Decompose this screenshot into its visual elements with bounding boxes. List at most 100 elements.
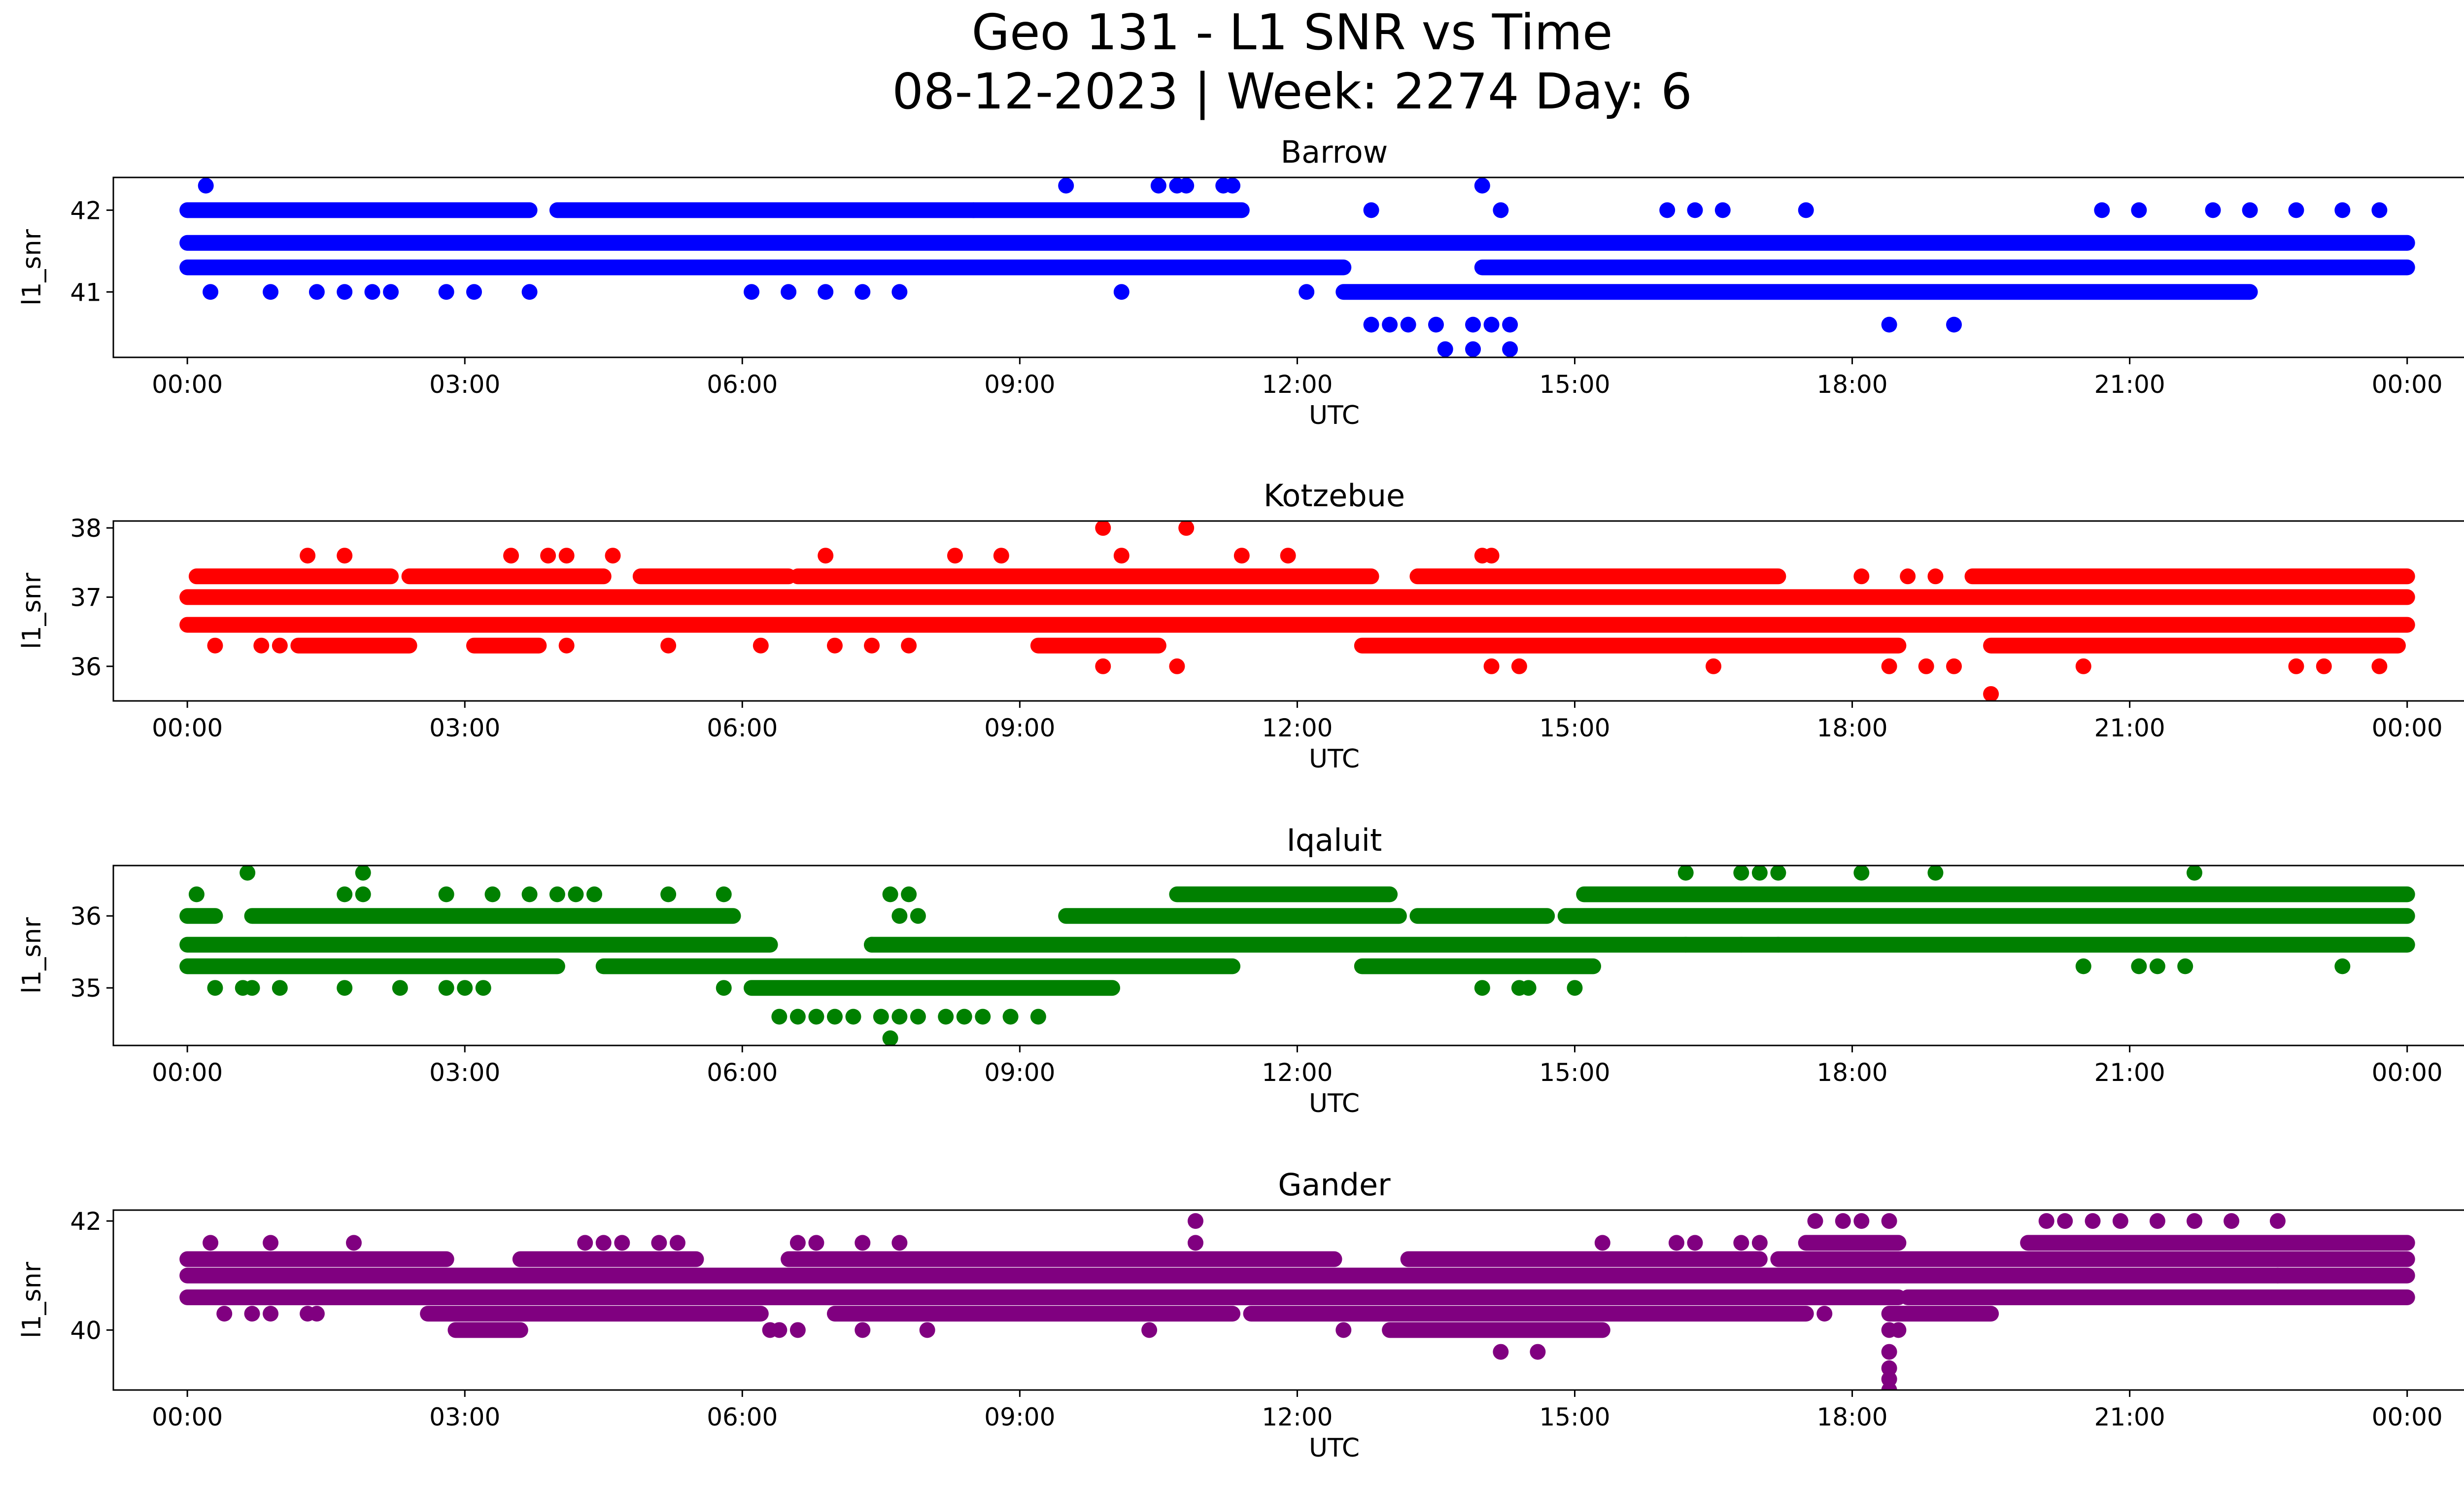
data-point-iqaluit-39 — [873, 1008, 889, 1025]
data-point-kotzebue-38 — [1853, 568, 1870, 585]
data-point-iqaluit-12 — [355, 866, 371, 881]
data-point-barrow-23 — [1299, 284, 1315, 300]
data-points-gander — [179, 1213, 2415, 1390]
data-point-gander-18 — [1187, 1213, 1203, 1229]
data-point-iqaluit-49 — [901, 886, 917, 903]
data-point-kotzebue-10 — [993, 548, 1009, 564]
data-point-kotzebue-28 — [1511, 658, 1527, 674]
data-point-kotzebue-39 — [1900, 568, 1916, 585]
x-tick-label-kotzebue-8: 00:00 — [2372, 714, 2443, 742]
data-point-iqaluit-7 — [568, 886, 584, 903]
data-point-iqaluit-45 — [1002, 1008, 1019, 1025]
x-tick-label-iqaluit-4: 12:00 — [1262, 1058, 1333, 1087]
data-point-iqaluit-1 — [337, 886, 353, 903]
data-point-iqaluit-28 — [475, 980, 491, 996]
data-point-iqaluit-0 — [188, 886, 205, 903]
data-point-barrow-43 — [2131, 202, 2147, 218]
data-point-gander-29 — [2224, 1213, 2240, 1229]
data-point-barrow-35 — [1502, 341, 1518, 357]
y-tick-label-kotzebue-2: 38 — [70, 514, 102, 543]
data-point-iqaluit-52 — [864, 937, 880, 953]
data-point-barrow-31 — [1881, 316, 1897, 333]
data-point-gander-26 — [2112, 1213, 2128, 1229]
data-point-iqaluit-26 — [438, 980, 454, 996]
x-tick-label-barrow-2: 06:00 — [707, 370, 778, 399]
data-point-barrow-8 — [203, 284, 219, 300]
data-point-iqaluit-32 — [1520, 980, 1537, 996]
x-tick-label-barrow-0: 00:00 — [152, 370, 223, 399]
data-point-kotzebue-16 — [207, 637, 223, 654]
data-point-barrow-10 — [308, 284, 325, 300]
data-point-barrow-14 — [438, 284, 454, 300]
subplot-title-kotzebue: Kotzebue — [1264, 478, 1405, 514]
x-tick-label-gander-3: 09:00 — [984, 1403, 1055, 1431]
x-tick-label-gander-1: 03:00 — [429, 1403, 500, 1431]
data-point-iqaluit-5 — [521, 886, 538, 903]
data-point-kotzebue-30 — [1881, 658, 1897, 674]
data-point-gander-51 — [1881, 1382, 1897, 1390]
data-point-gander-50 — [1881, 1371, 1897, 1387]
data-point-barrow-1 — [1058, 177, 1074, 194]
data-point-barrow-4 — [1178, 177, 1195, 194]
x-tick-label-iqaluit-6: 18:00 — [1817, 1058, 1888, 1087]
data-point-kotzebue-9 — [947, 548, 963, 564]
subplot-title-iqaluit: Iqaluit — [1287, 822, 1382, 858]
data-point-iqaluit-17 — [1853, 866, 1870, 881]
data-point-barrow-20 — [855, 284, 871, 300]
data-point-barrow-28 — [1465, 316, 1481, 333]
x-tick-label-kotzebue-0: 00:00 — [152, 714, 223, 742]
data-point-gander-10 — [855, 1235, 871, 1251]
data-point-barrow-21 — [891, 284, 908, 300]
data-point-iqaluit-51 — [910, 908, 926, 924]
data-point-kotzebue-31 — [1918, 658, 1934, 674]
data-point-iqaluit-33 — [1567, 980, 1583, 996]
data-point-gander-4 — [595, 1235, 612, 1251]
data-point-barrow-38 — [1659, 202, 1676, 218]
data-point-kotzebue-27 — [1483, 658, 1500, 674]
data-point-kotzebue-1 — [1178, 521, 1195, 536]
data-point-iqaluit-27 — [457, 980, 473, 996]
data-point-gander-55 — [2205, 1289, 2221, 1305]
x-tick-label-iqaluit-0: 00:00 — [152, 1058, 223, 1087]
data-point-gander-15 — [1687, 1235, 1703, 1251]
data-point-iqaluit-60 — [1770, 937, 1786, 953]
data-point-barrow-37 — [1493, 202, 1509, 218]
data-point-gander-52 — [2057, 1289, 2073, 1305]
data-point-kotzebue-24 — [901, 637, 917, 654]
x-tick-label-kotzebue-4: 12:00 — [1262, 714, 1333, 742]
data-point-gander-58 — [2334, 1289, 2351, 1305]
data-point-barrow-19 — [818, 284, 834, 300]
data-point-kotzebue-21 — [753, 637, 769, 654]
data-point-gander-49 — [1881, 1360, 1897, 1376]
data-point-gander-32 — [244, 1306, 260, 1322]
data-point-iqaluit-13 — [1677, 866, 1694, 881]
data-point-barrow-6 — [1225, 177, 1241, 194]
data-point-iqaluit-43 — [956, 1008, 972, 1025]
data-point-barrow-26 — [1400, 316, 1416, 333]
x-tick-label-iqaluit-5: 15:00 — [1539, 1058, 1610, 1087]
data-points-iqaluit — [179, 866, 2415, 1045]
data-point-iqaluit-16 — [1770, 866, 1786, 881]
axes-frame-iqaluit — [112, 865, 2464, 1046]
x-tick-label-gander-6: 18:00 — [1817, 1403, 1888, 1431]
data-point-kotzebue-33 — [2075, 658, 2091, 674]
data-point-gander-22 — [1881, 1213, 1897, 1229]
data-point-gander-53 — [2085, 1289, 2101, 1305]
x-tick-label-iqaluit-7: 21:00 — [2094, 1058, 2165, 1087]
data-point-iqaluit-18 — [1927, 866, 1944, 881]
data-point-barrow-40 — [1714, 202, 1731, 218]
data-point-kotzebue-2 — [300, 548, 316, 564]
data-point-barrow-17 — [744, 284, 760, 300]
data-point-barrow-0 — [198, 177, 214, 194]
y-axis-label-kotzebue: l1_snr — [17, 572, 47, 649]
data-point-kotzebue-15 — [1483, 548, 1500, 564]
data-point-gander-21 — [1853, 1213, 1870, 1229]
data-point-gander-56 — [2269, 1267, 2286, 1284]
data-point-gander-42 — [1335, 1322, 1352, 1338]
data-point-barrow-39 — [1687, 202, 1703, 218]
data-point-kotzebue-6 — [558, 548, 575, 564]
data-point-kotzebue-25 — [1095, 658, 1111, 674]
x-tick-label-gander-7: 21:00 — [2094, 1403, 2165, 1431]
data-point-iqaluit-34 — [771, 1008, 787, 1025]
